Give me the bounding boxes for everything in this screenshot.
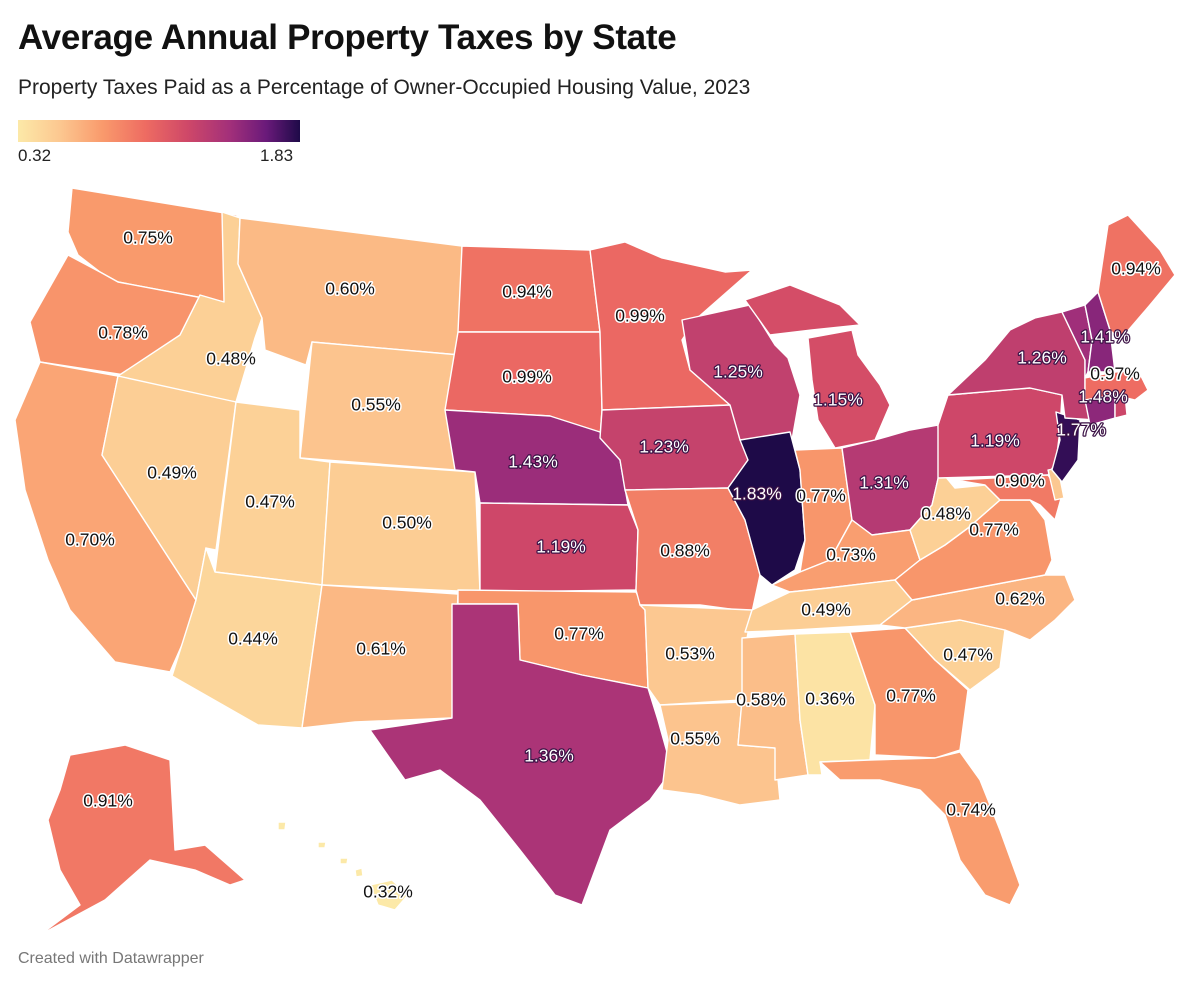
value-label-ut: 0.47% [245, 492, 295, 512]
value-label-wy: 0.55% [351, 395, 401, 415]
value-label-ia: 1.23% [639, 437, 689, 457]
value-label-wi: 1.25% [713, 362, 763, 382]
state-tx [369, 603, 673, 906]
value-label-me: 0.94% [1111, 259, 1161, 279]
state-me [1097, 214, 1176, 341]
value-label-mn: 0.99% [615, 306, 665, 326]
value-label-md: 0.90% [995, 471, 1045, 491]
value-label-nj: 1.77% [1056, 420, 1106, 440]
value-label-tn: 0.49% [801, 600, 851, 620]
value-label-sc: 0.47% [943, 645, 993, 665]
value-label-or: 0.78% [98, 323, 148, 343]
state-ma [1084, 369, 1149, 401]
value-label-ct: 1.48% [1078, 387, 1128, 407]
value-label-ne: 1.43% [508, 452, 558, 472]
value-label-ks: 1.19% [536, 537, 586, 557]
value-label-oh: 1.31% [859, 473, 909, 493]
value-label-in: 0.77% [796, 486, 846, 506]
value-label-wa: 0.75% [123, 228, 173, 248]
legend-min-label: 0.32 [18, 146, 52, 165]
legend-max-label: 1.83 [260, 146, 294, 165]
value-label-ms: 0.58% [736, 690, 786, 710]
value-label-pa: 1.19% [970, 431, 1020, 451]
value-label-wv: 0.48% [921, 504, 971, 524]
value-label-tx: 1.36% [524, 746, 574, 766]
state-nj [1051, 411, 1081, 483]
value-label-ak: 0.91% [83, 791, 133, 811]
value-label-la: 0.55% [670, 729, 720, 749]
value-label-vt: 1.41% [1080, 327, 1130, 347]
value-label-co: 0.50% [382, 513, 432, 533]
chart-subtitle: Property Taxes Paid as a Percentage of O… [18, 76, 751, 99]
value-label-ky: 0.73% [826, 545, 876, 565]
value-label-al: 0.36% [805, 689, 855, 709]
value-label-id: 0.48% [206, 349, 256, 369]
state-nm [301, 584, 459, 729]
value-label-il: 1.83% [732, 484, 782, 504]
value-label-mt: 0.60% [325, 279, 375, 299]
state-fl [819, 751, 1021, 906]
value-label-sd: 0.99% [502, 367, 552, 387]
value-label-ok: 0.77% [554, 624, 604, 644]
state-ak [39, 744, 246, 936]
footer-credit: Created with Datawrapper [18, 950, 204, 967]
color-legend-bar [18, 120, 300, 142]
value-label-mo: 0.88% [660, 541, 710, 561]
value-label-fl: 0.74% [946, 800, 996, 820]
value-label-va: 0.77% [969, 520, 1019, 540]
value-label-ga: 0.77% [886, 686, 936, 706]
value-label-nm: 0.61% [356, 639, 406, 659]
value-label-ca: 0.70% [65, 530, 115, 550]
chart-title: Average Annual Property Taxes by State [18, 18, 677, 57]
value-label-ny: 1.26% [1017, 348, 1067, 368]
state-mi [744, 284, 891, 449]
value-label-az: 0.44% [228, 629, 278, 649]
value-label-nc: 0.62% [995, 589, 1045, 609]
value-label-mi: 1.15% [813, 390, 863, 410]
value-label-nd: 0.94% [502, 282, 552, 302]
value-label-hi: 0.32% [363, 882, 413, 902]
state-hi [277, 821, 409, 911]
value-label-ar: 0.53% [665, 644, 715, 664]
value-label-nv: 0.49% [147, 463, 197, 483]
value-label-ma: 0.97% [1090, 364, 1140, 384]
